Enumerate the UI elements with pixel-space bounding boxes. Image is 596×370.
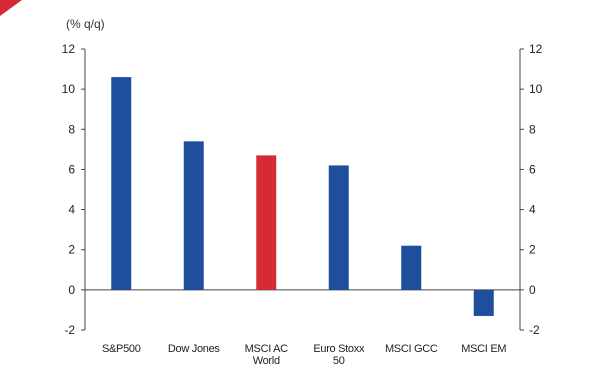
y-tick-label-right: 2 bbox=[529, 243, 536, 257]
y-tick-label-left: 12 bbox=[62, 42, 76, 56]
y-tick-label-right: 0 bbox=[529, 283, 536, 297]
y-tick-label-right: 4 bbox=[529, 203, 536, 217]
y-tick-label-left: 0 bbox=[68, 283, 75, 297]
y-tick-label-left: 10 bbox=[62, 82, 76, 96]
x-category-label: S&P500 bbox=[102, 343, 141, 355]
chart-axes bbox=[81, 48, 524, 331]
y-tick-label-left: 8 bbox=[68, 122, 75, 136]
bar bbox=[111, 77, 132, 290]
y-tick-label-left: -2 bbox=[64, 323, 75, 337]
x-category-label: World bbox=[253, 355, 280, 367]
x-category-label: Dow Jones bbox=[168, 343, 221, 355]
corner-accent-mark bbox=[0, 0, 22, 16]
y-tick-label-left: 6 bbox=[68, 162, 75, 176]
bar bbox=[473, 289, 494, 316]
y-tick-label-right: 6 bbox=[529, 162, 536, 176]
y-tick-label-right: 8 bbox=[529, 122, 536, 136]
chart-labels: -2 -2 0 0 2 2 4 4 6 6 8 8 10 10 12 12 S&P500 Dow Jones MSC… bbox=[62, 42, 543, 367]
x-category-label: 50 bbox=[333, 355, 345, 367]
y-tick-label-right: -2 bbox=[529, 323, 540, 337]
bar bbox=[328, 165, 349, 290]
y-unit-label: (% q/q) bbox=[66, 17, 105, 31]
bar bbox=[401, 245, 422, 290]
y-tick-label-right: 10 bbox=[529, 82, 543, 96]
y-tick-label-left: 2 bbox=[68, 243, 75, 257]
bar bbox=[256, 155, 277, 290]
x-category-label: MSCI AC bbox=[245, 343, 288, 355]
chart-bars bbox=[111, 77, 494, 316]
y-tick-label-right: 12 bbox=[529, 42, 543, 56]
bar bbox=[183, 141, 204, 290]
x-category-label: MSCI GCC bbox=[385, 343, 438, 355]
y-tick-label-left: 4 bbox=[68, 203, 75, 217]
x-category-label: Euro Stoxx bbox=[313, 343, 365, 355]
x-category-label: MSCI EM bbox=[461, 343, 506, 355]
